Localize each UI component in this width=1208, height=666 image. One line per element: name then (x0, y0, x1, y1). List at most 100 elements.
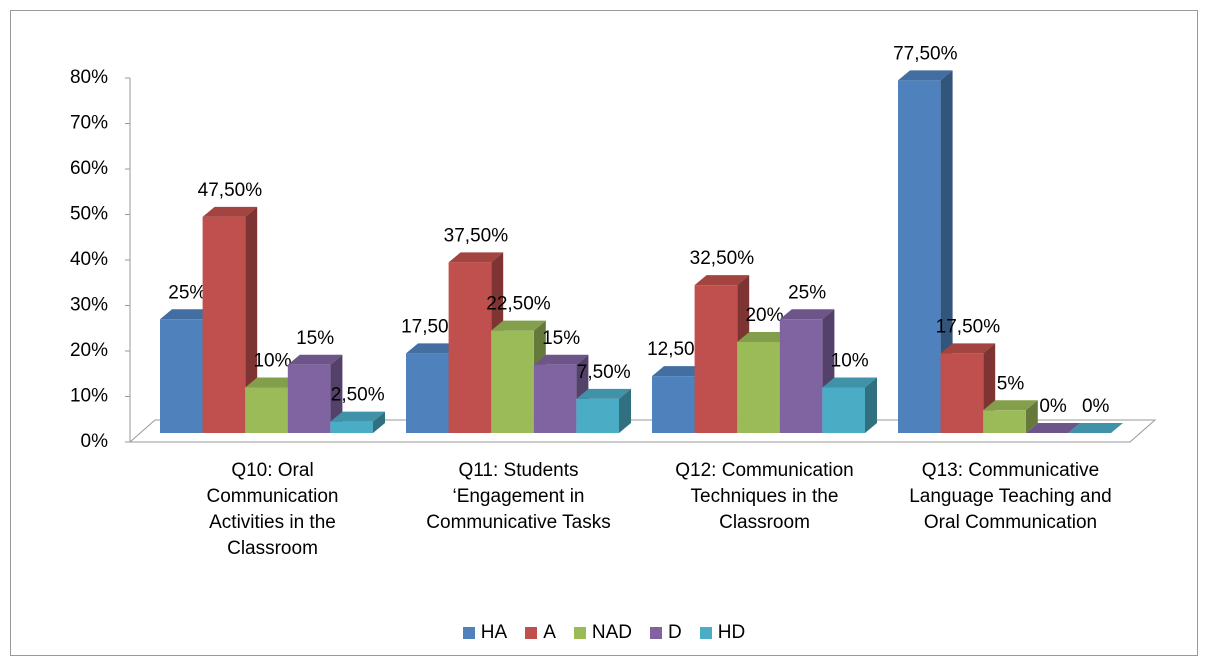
bar (1025, 423, 1081, 433)
bar-front (160, 319, 203, 433)
bar-top (898, 70, 953, 81)
bar-front (448, 262, 492, 433)
bar-front (652, 376, 695, 433)
bar (576, 388, 631, 433)
bar (202, 206, 258, 433)
y-tick-label: 0% (81, 431, 109, 452)
bar-top (694, 275, 750, 286)
legend-label: A (543, 622, 556, 643)
data-label: 2,50% (331, 385, 385, 406)
legend-label: NAD (591, 622, 633, 643)
data-label: 25% (168, 282, 206, 303)
data-label: 37,50% (444, 225, 509, 246)
floor (128, 419, 1157, 443)
bar-side (1025, 400, 1038, 433)
bar-front (940, 353, 984, 433)
bar-side (940, 70, 953, 433)
bar-side (330, 354, 343, 433)
x-tick-label: Q12: Communication Techniques in the Cla… (675, 460, 854, 533)
bar-front (983, 410, 1026, 433)
bar-top (533, 354, 589, 365)
y-tick-label: 10% (70, 386, 108, 407)
data-label: 25% (788, 282, 826, 303)
bar-front (330, 421, 373, 433)
bar-top (822, 377, 877, 388)
legend-swatch (525, 627, 538, 639)
legend-swatch (573, 627, 586, 639)
y-tick-label: 70% (70, 113, 108, 134)
x-tick-label: Q11: Students ‘Engagement in Communicati… (426, 460, 611, 533)
bar-top (576, 388, 631, 399)
bar-front (694, 285, 738, 433)
bar-top (1025, 423, 1081, 433)
bar-front (822, 387, 865, 433)
bar (330, 411, 385, 433)
bar-top (448, 252, 504, 263)
bar-top (330, 411, 385, 422)
bar-top (1068, 423, 1123, 433)
data-label: 32,50% (690, 248, 755, 269)
x-tick-label: Q10: Oral Communication Activities in th… (206, 460, 339, 559)
legend-item: HD (699, 622, 746, 644)
bar-top (406, 343, 461, 354)
data-label: 0% (1039, 396, 1067, 417)
bar-top (779, 309, 835, 320)
bar-top (652, 366, 707, 377)
data-label: 7,50% (577, 362, 631, 383)
bar-top (287, 354, 343, 365)
legend-item: D (650, 622, 682, 644)
y-tick-label: 40% (70, 249, 108, 270)
data-label: 5% (997, 373, 1025, 394)
y-tick-label: 30% (70, 295, 108, 316)
bar-top (202, 206, 258, 217)
data-label: 15% (296, 328, 334, 349)
bar-top (245, 377, 300, 388)
bar-side (373, 411, 385, 433)
bar (898, 70, 953, 433)
data-label: 17,50% (936, 316, 1001, 337)
bar-side (619, 388, 631, 433)
legend-swatch (699, 627, 712, 639)
legend-label: D (668, 622, 682, 643)
bar-front (779, 319, 823, 433)
legend-item: NAD (573, 622, 633, 644)
legend-item: A (525, 622, 556, 644)
y-tick-label: 60% (70, 158, 108, 179)
data-label: 0% (1082, 396, 1110, 417)
legend-swatch (462, 627, 475, 639)
y-tick-label: 50% (70, 204, 108, 225)
y-tick-label: 20% (70, 340, 108, 361)
data-label: 20% (745, 305, 783, 326)
bar-top (491, 320, 546, 331)
bar-front (245, 387, 288, 433)
legend-label: HA (480, 622, 508, 643)
bar-front (898, 80, 941, 433)
bar (1068, 423, 1123, 433)
data-label: 15% (542, 328, 580, 349)
bar-front (533, 364, 577, 433)
y-tick-label: 80% (70, 67, 108, 88)
bar-front (406, 353, 449, 433)
legend: HA A NAD D HD (0, 622, 1208, 644)
bar-front (576, 398, 619, 433)
data-label: 10% (831, 351, 869, 372)
bar (287, 354, 343, 433)
bar-top (940, 343, 996, 354)
data-label: 47,50% (198, 180, 263, 201)
legend-label: HD (717, 622, 746, 643)
bar-top (983, 400, 1038, 411)
bar-top (737, 332, 792, 342)
bar (533, 354, 589, 433)
legend-item: HA (462, 622, 508, 644)
bar (983, 400, 1038, 433)
bar-front (287, 364, 331, 433)
x-tick-label: Q13: Communicative Language Teaching and… (909, 460, 1112, 533)
data-label: 22,50% (486, 294, 551, 315)
bar-front (202, 216, 246, 433)
bar-front (737, 342, 780, 433)
bar-side (865, 377, 877, 433)
bar-front (491, 330, 534, 433)
bar-top (160, 309, 215, 320)
